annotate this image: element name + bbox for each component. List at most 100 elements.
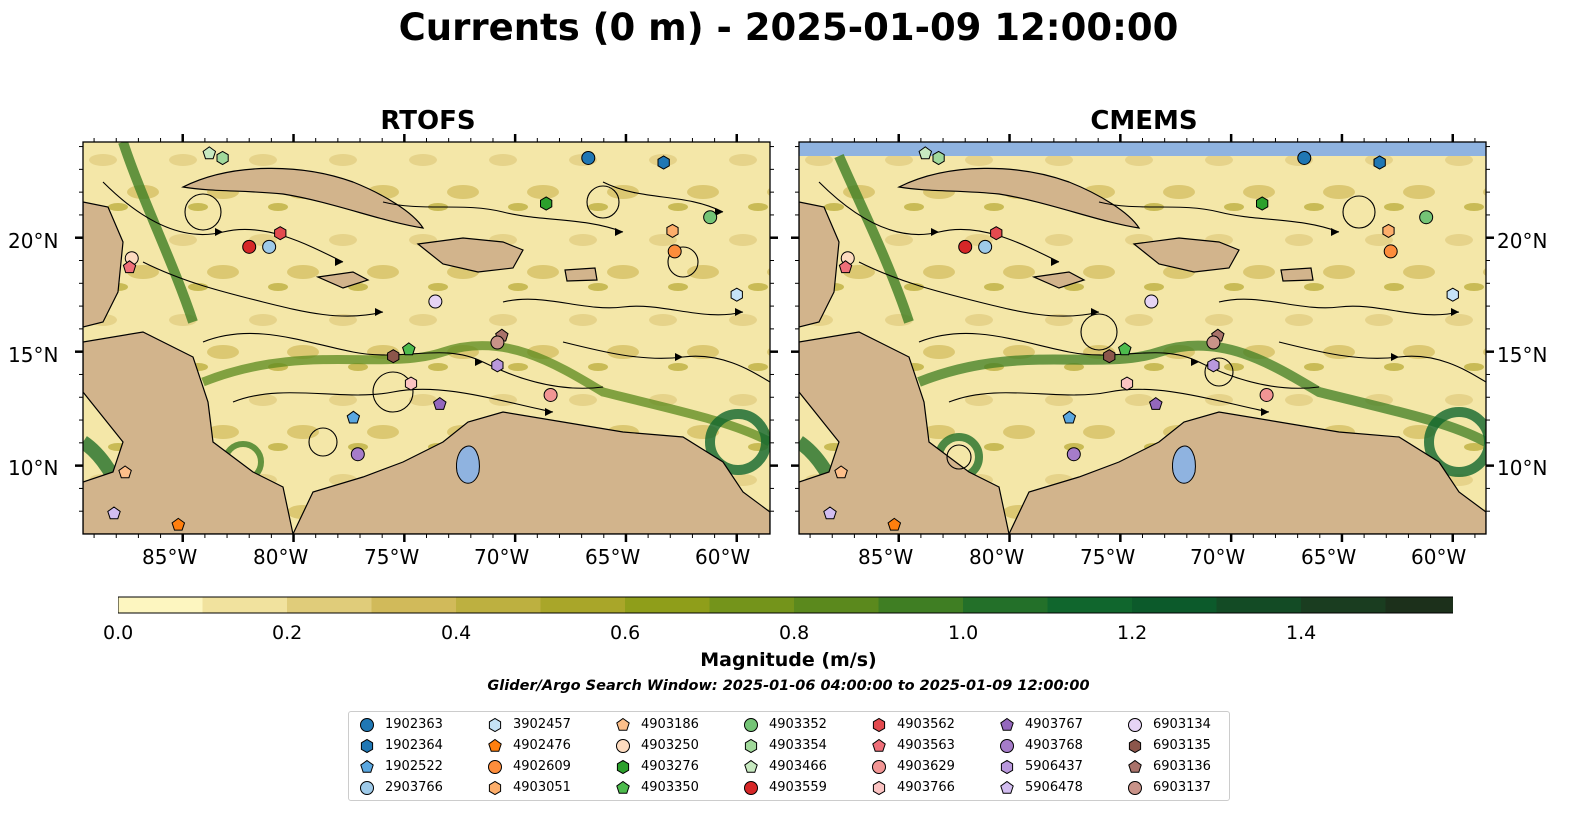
legend-label: 4903629 <box>897 759 955 774</box>
legend-marker <box>616 780 630 794</box>
legend-label: 4903767 <box>1025 717 1083 732</box>
legend-entry: 4903276 <box>615 756 699 777</box>
colorbar-level <box>540 597 626 613</box>
legend-entry: 4903051 <box>487 777 571 798</box>
float-marker-4903466 <box>918 146 933 160</box>
float-marker-4903352 <box>1419 210 1434 225</box>
legend-entry: 4903466 <box>743 756 827 777</box>
float-marker-4903766 <box>404 376 418 391</box>
float-marker-4903562 <box>274 226 287 241</box>
legend-entry: 5906437 <box>999 756 1083 777</box>
float-marker-6903137 <box>490 335 505 350</box>
legend-label: 4903354 <box>769 738 827 753</box>
legend-entry: 4903768 <box>999 735 1083 756</box>
stream-arrows <box>215 208 743 416</box>
legend-label: 3902457 <box>513 717 571 732</box>
lon-label: 70°W <box>1190 545 1246 569</box>
legend-entry: 4903559 <box>743 777 827 798</box>
colorbar-tick: 0.8 <box>779 622 810 644</box>
legend-marker <box>872 717 886 732</box>
colorbar-tick: 0.4 <box>441 622 472 644</box>
legend-label: 4903466 <box>769 759 827 774</box>
lake-maracaibo <box>1172 445 1196 484</box>
legend-entry: 4903354 <box>743 735 827 756</box>
colorbar-level <box>371 597 457 613</box>
float-marker-4903559 <box>958 239 973 254</box>
float-marker-1902522 <box>1062 410 1077 424</box>
legend-marker <box>744 717 758 732</box>
colorbar <box>118 596 1453 614</box>
legend-entry: 6903137 <box>1127 777 1211 798</box>
colorbar-level <box>1132 597 1217 613</box>
legend-marker <box>872 759 886 774</box>
lon-label: 70°W <box>474 545 530 569</box>
legend-marker <box>488 759 502 774</box>
colorbar-tick: 1.2 <box>1117 622 1148 644</box>
land-yucatan <box>799 201 840 328</box>
legend-label: 4903352 <box>769 717 827 732</box>
land-puerto-rico <box>1280 267 1314 282</box>
colorbar-level <box>456 597 541 613</box>
colorbar-tick: 1.0 <box>948 622 979 644</box>
legend-marker <box>488 738 502 752</box>
legend-label: 4903350 <box>641 780 699 795</box>
float-marker-6903135 <box>387 349 400 364</box>
legend-marker <box>1000 780 1014 794</box>
colorbar-level <box>1301 597 1386 613</box>
legend-marker <box>744 738 758 753</box>
land-jamaica <box>315 271 370 289</box>
colorbar-tick: 0.6 <box>610 622 641 644</box>
lon-label: 75°W <box>1080 545 1136 569</box>
float-marker-4903563 <box>122 260 137 274</box>
float-marker-2903766 <box>262 239 277 254</box>
legend-marker <box>488 717 502 732</box>
land-central-america <box>83 331 294 534</box>
lat-label: 20°N <box>8 229 59 253</box>
land-central-america <box>799 331 1010 534</box>
colorbar-level <box>287 597 372 613</box>
float-marker-3902457 <box>730 287 743 302</box>
colorbar-level <box>202 597 288 613</box>
lat-label: 20°N <box>1497 229 1548 253</box>
search-window-text: Glider/Argo Search Window: 2025-01-06 04… <box>487 678 1090 694</box>
legend-entry: 5906478 <box>999 777 1083 798</box>
masked-band <box>799 142 1486 156</box>
panel-title-cmems: CMEMS <box>1090 106 1198 136</box>
stream-arrows <box>931 228 1459 416</box>
land-puerto-rico <box>564 267 598 282</box>
float-marker-4903186 <box>834 465 848 479</box>
float-marker-4903768 <box>1066 447 1081 462</box>
lat-label: 10°N <box>1497 456 1548 480</box>
float-marker-4902609 <box>667 244 682 259</box>
lon-label: 85°W <box>858 545 914 569</box>
legend-label: 2903766 <box>385 780 443 795</box>
float-marker-4903559 <box>242 239 257 254</box>
float-marker-4903766 <box>1120 376 1134 391</box>
float-marker-4902609 <box>1383 244 1398 259</box>
streamlines <box>102 181 770 457</box>
legend-marker <box>360 738 374 753</box>
colorbar-tick: 1.4 <box>1286 622 1317 644</box>
legend-marker <box>1128 717 1142 732</box>
float-marker-5906437 <box>491 358 504 373</box>
land-yucatan <box>83 201 124 328</box>
legend-entry: 4903562 <box>871 714 955 735</box>
float-marker-4903051 <box>1382 223 1395 238</box>
legend-marker <box>744 759 758 773</box>
float-marker-6903137 <box>1206 335 1221 350</box>
colorbar-tick: 0.2 <box>272 622 303 644</box>
lon-label: 65°W <box>585 545 641 569</box>
legend-label: 4903186 <box>641 717 699 732</box>
lon-label: 60°W <box>1411 545 1467 569</box>
float-marker-4903466 <box>202 146 217 160</box>
colorbar-level <box>1385 597 1453 613</box>
legend-marker <box>488 780 502 795</box>
float-marker-4903767 <box>433 396 447 410</box>
colorbar-level <box>963 597 1048 613</box>
legend-marker <box>616 759 630 774</box>
legend-entry: 6903134 <box>1127 714 1211 735</box>
legend-entry: 1902363 <box>359 714 443 735</box>
float-marker-1902364 <box>1373 155 1386 170</box>
float-marker-5906437 <box>1207 358 1220 373</box>
legend-marker <box>872 780 886 795</box>
